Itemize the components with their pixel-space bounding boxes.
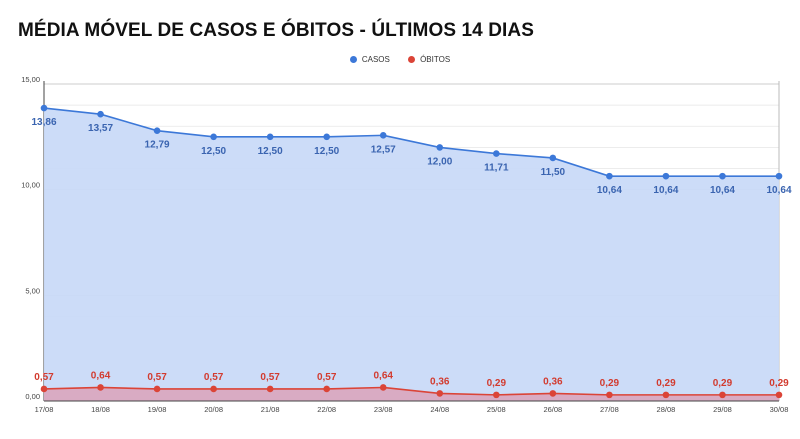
data-point-obitos xyxy=(323,385,330,393)
data-label-obitos: 0,64 xyxy=(373,370,393,381)
data-label-casos: 10,64 xyxy=(766,185,791,196)
x-tick-label: 25/08 xyxy=(487,405,506,414)
data-label-casos: 10,64 xyxy=(710,185,735,196)
data-label-obitos: 0,29 xyxy=(487,378,507,389)
data-point-obitos xyxy=(210,385,217,393)
data-point-casos xyxy=(436,144,444,151)
data-label-casos: 12,57 xyxy=(371,144,396,155)
data-point-casos xyxy=(549,154,557,162)
legend-item-casos[interactable]: CASOS xyxy=(349,55,390,64)
data-label-obitos: 0,29 xyxy=(600,378,620,389)
x-tick-label: 23/08 xyxy=(374,405,393,414)
data-point-obitos xyxy=(40,385,48,393)
legend-label-obitos: ÓBITOS xyxy=(420,55,451,64)
data-point-casos xyxy=(210,133,217,141)
chart-title: MÉDIA MÓVEL DE CASOS E ÓBITOS - ÚLTIMOS … xyxy=(18,20,535,41)
data-point-casos xyxy=(606,172,613,180)
x-tick-label: 19/08 xyxy=(148,405,167,414)
legend-item-obitos[interactable]: ÓBITOS xyxy=(408,55,450,64)
data-point-obitos xyxy=(549,390,557,397)
data-point-casos xyxy=(97,110,104,118)
x-tick-label: 27/08 xyxy=(600,405,619,414)
data-label-casos: 10,64 xyxy=(597,185,622,196)
data-point-obitos xyxy=(379,384,387,391)
y-tick-label: 0,00 xyxy=(25,392,40,401)
data-point-casos xyxy=(493,150,500,157)
data-label-casos: 12,79 xyxy=(145,140,170,151)
data-point-obitos xyxy=(606,391,613,399)
data-label-obitos: 0,57 xyxy=(204,372,224,383)
data-point-obitos xyxy=(153,385,161,393)
data-label-obitos: 0,57 xyxy=(34,372,54,383)
data-point-obitos xyxy=(719,391,726,399)
data-point-obitos xyxy=(662,391,670,399)
series-area-obitos xyxy=(44,387,779,401)
data-label-obitos: 0,57 xyxy=(147,372,167,383)
data-label-casos: 11,50 xyxy=(541,167,566,178)
data-label-obitos: 0,57 xyxy=(260,372,280,383)
y-tick-label: 10,00 xyxy=(21,181,40,190)
x-tick-label: 26/08 xyxy=(543,405,562,414)
data-label-casos: 13,57 xyxy=(88,123,113,134)
data-label-casos: 13,86 xyxy=(31,117,56,128)
x-tick-label: 20/08 xyxy=(204,405,223,414)
y-tick-label: 5,00 xyxy=(25,286,40,295)
data-label-casos: 12,50 xyxy=(201,146,226,157)
x-tick-label: 21/08 xyxy=(261,405,280,414)
data-label-obitos: 0,57 xyxy=(317,372,337,383)
data-point-casos xyxy=(40,104,48,112)
data-point-obitos xyxy=(775,391,783,399)
data-label-obitos: 0,29 xyxy=(713,378,733,389)
data-label-obitos: 0,36 xyxy=(430,376,450,387)
y-tick-label: 15,00 xyxy=(21,75,40,84)
data-point-casos xyxy=(266,133,274,141)
data-label-obitos: 0,36 xyxy=(543,376,563,387)
series-area-casos xyxy=(44,108,779,401)
data-label-casos: 12,50 xyxy=(314,146,339,157)
data-label-obitos: 0,29 xyxy=(769,378,789,389)
data-point-obitos xyxy=(97,384,104,391)
data-point-obitos xyxy=(266,385,274,393)
data-label-casos: 12,00 xyxy=(427,156,452,167)
data-label-obitos: 0,29 xyxy=(656,378,676,389)
legend-label-casos: CASOS xyxy=(361,55,390,64)
data-point-casos xyxy=(323,133,330,141)
data-point-obitos xyxy=(436,390,444,397)
series-line-obitos xyxy=(43,386,779,396)
data-label-obitos: 0,64 xyxy=(91,370,111,381)
data-label-casos: 11,71 xyxy=(484,163,509,174)
data-point-casos xyxy=(379,132,387,139)
x-tick-label: 30/08 xyxy=(770,405,789,414)
x-tick-label: 22/08 xyxy=(317,405,336,414)
data-point-casos xyxy=(153,127,161,135)
data-label-casos: 10,64 xyxy=(653,185,678,196)
legend-marker-casos xyxy=(349,56,357,63)
data-point-casos xyxy=(662,172,670,180)
data-point-casos xyxy=(775,172,783,180)
legend-marker-obitos xyxy=(408,56,416,63)
x-tick-label: 17/08 xyxy=(35,405,54,414)
chart-legend: CASOS ÓBITOS xyxy=(0,55,800,65)
x-tick-label: 24/08 xyxy=(430,405,449,414)
x-tick-label: 28/08 xyxy=(657,405,676,414)
x-tick-label: 18/08 xyxy=(91,405,110,414)
series-line-casos xyxy=(43,107,779,177)
data-point-obitos xyxy=(493,391,500,399)
x-tick-label: 29/08 xyxy=(713,405,732,414)
data-point-casos xyxy=(719,172,726,180)
data-label-casos: 12,50 xyxy=(258,146,283,157)
